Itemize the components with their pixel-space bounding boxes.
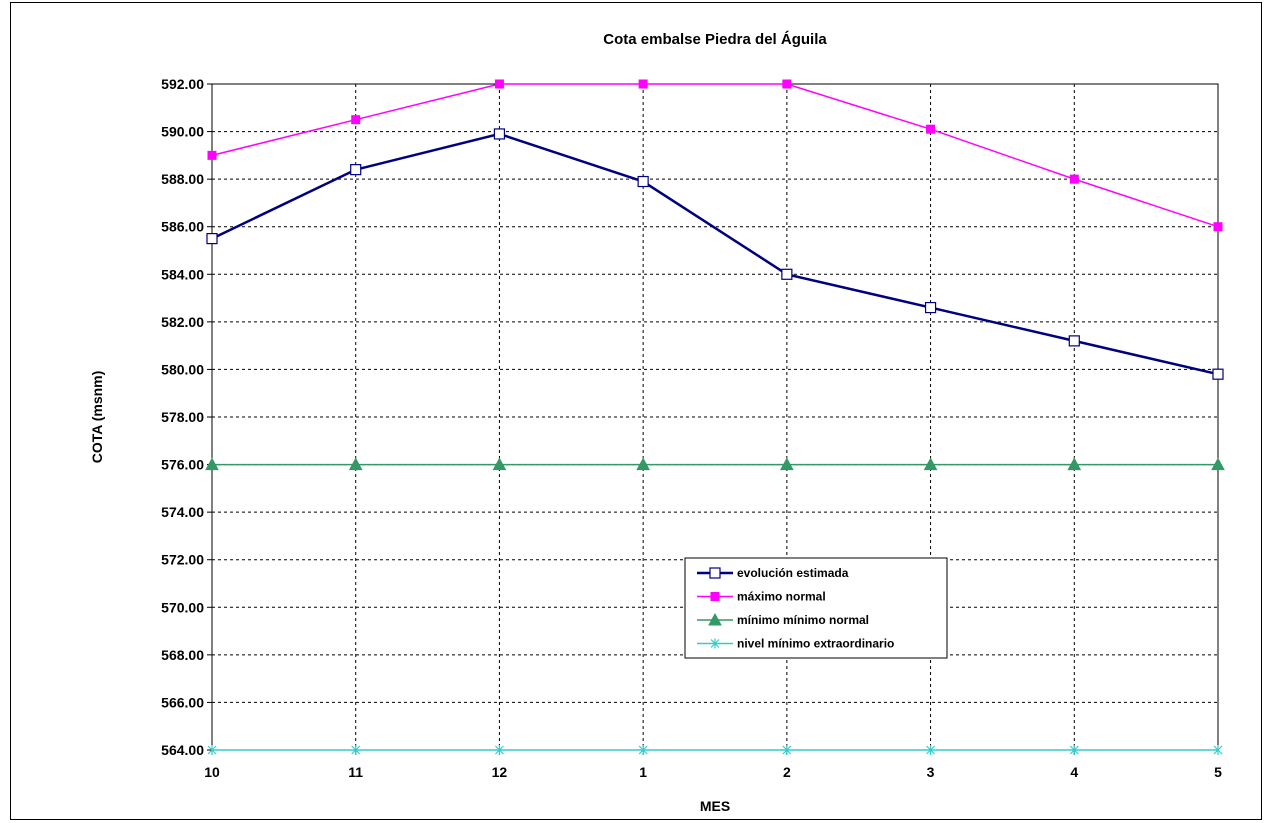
data-point (1069, 745, 1079, 755)
data-point (923, 457, 938, 471)
y-tick-label: 586.00 (161, 219, 204, 235)
data-point (1067, 457, 1082, 471)
y-tick-label: 572.00 (161, 552, 204, 568)
series-1 (206, 128, 1224, 380)
series-line (211, 132, 1219, 376)
data-point (348, 457, 363, 471)
data-point (207, 745, 217, 755)
chart-title: Cota embalse Piedra del Águila (603, 31, 827, 48)
x-axis: 10 11 12 1 2 3 4 5 (204, 750, 1222, 780)
x-tick-label: 3 (927, 764, 935, 780)
data-point (638, 79, 648, 89)
legend-item: nivel mínimo extraordinario (697, 637, 894, 651)
y-tick-label: 574.00 (161, 504, 204, 520)
y-tick-label: 564.00 (161, 742, 204, 758)
y-tick-label: 580.00 (161, 361, 204, 377)
data-point (637, 175, 649, 188)
chart-svg: Cota embalse Piedra del Águila 564.00 566… (89, 31, 1225, 814)
x-tick-label: 12 (492, 764, 508, 780)
series-layer (205, 79, 1225, 755)
data-point (1069, 174, 1079, 184)
data-point (205, 457, 219, 471)
data-point (926, 124, 936, 134)
legend-label: máximo normal (737, 590, 826, 604)
y-tick-label: 582.00 (161, 314, 204, 330)
data-point (926, 745, 935, 755)
x-tick-label: 10 (204, 764, 220, 780)
legend-label: mínimo mínimo normal (737, 613, 869, 627)
data-point (1211, 457, 1225, 471)
data-point (1068, 335, 1080, 347)
data-point (709, 567, 721, 579)
data-point (782, 745, 792, 755)
data-point (1213, 222, 1223, 232)
data-point (350, 164, 362, 176)
data-point (710, 638, 720, 649)
y-tick-label: 578.00 (161, 409, 204, 425)
data-point (495, 745, 504, 755)
data-point (207, 150, 217, 160)
x-tick-label: 4 (1070, 764, 1078, 780)
data-point (1213, 745, 1223, 755)
legend-label: evolución estimada (737, 566, 849, 580)
y-tick-label: 576.00 (161, 457, 204, 473)
y-axis: 564.00 566.00 568.00 570.00 572.00 574.00 576.… (161, 76, 212, 758)
legend: evolución estimada máximo normal mínimo mí… (684, 557, 948, 659)
chart-frame: Cota embalse Piedra del Águila 564.00 566… (10, 2, 1262, 820)
x-axis-label: MES (700, 798, 730, 814)
data-point (493, 128, 506, 140)
grid (212, 84, 1218, 750)
y-tick-label: 590.00 (161, 124, 204, 140)
legend-item: mínimo mínimo normal (697, 612, 869, 627)
x-tick-label: 2 (783, 764, 791, 780)
y-tick-label: 588.00 (161, 171, 204, 187)
data-point (636, 457, 650, 471)
series-4 (207, 745, 1223, 755)
data-point (351, 745, 361, 755)
y-tick-label: 584.00 (161, 266, 204, 282)
y-tick-label: 566.00 (161, 694, 204, 710)
data-point (924, 301, 937, 314)
x-tick-label: 11 (348, 764, 363, 780)
series-2 (207, 79, 1223, 232)
y-tick-label: 592.00 (161, 76, 204, 92)
y-tick-label: 570.00 (161, 599, 204, 615)
data-point (492, 457, 507, 471)
series-3 (205, 457, 1225, 471)
legend-item: evolución estimada (697, 566, 849, 580)
x-tick-label: 1 (639, 764, 647, 780)
x-tick-label: 5 (1214, 764, 1222, 780)
data-point (780, 457, 794, 471)
data-point (781, 268, 793, 280)
y-axis-label: COTA (msnm) (89, 371, 105, 464)
legend-item: máximo normal (697, 590, 826, 604)
series-line (211, 83, 1219, 228)
legend-label: nivel mínimo extraordinario (737, 637, 894, 651)
data-point (494, 79, 504, 89)
data-point (206, 233, 218, 245)
data-point (710, 592, 720, 601)
y-tick-label: 568.00 (161, 647, 204, 663)
data-point (782, 79, 792, 89)
data-point (638, 745, 648, 755)
data-point (708, 612, 722, 626)
data-point (351, 115, 361, 125)
legend-box (684, 557, 948, 659)
data-point (1212, 368, 1224, 380)
